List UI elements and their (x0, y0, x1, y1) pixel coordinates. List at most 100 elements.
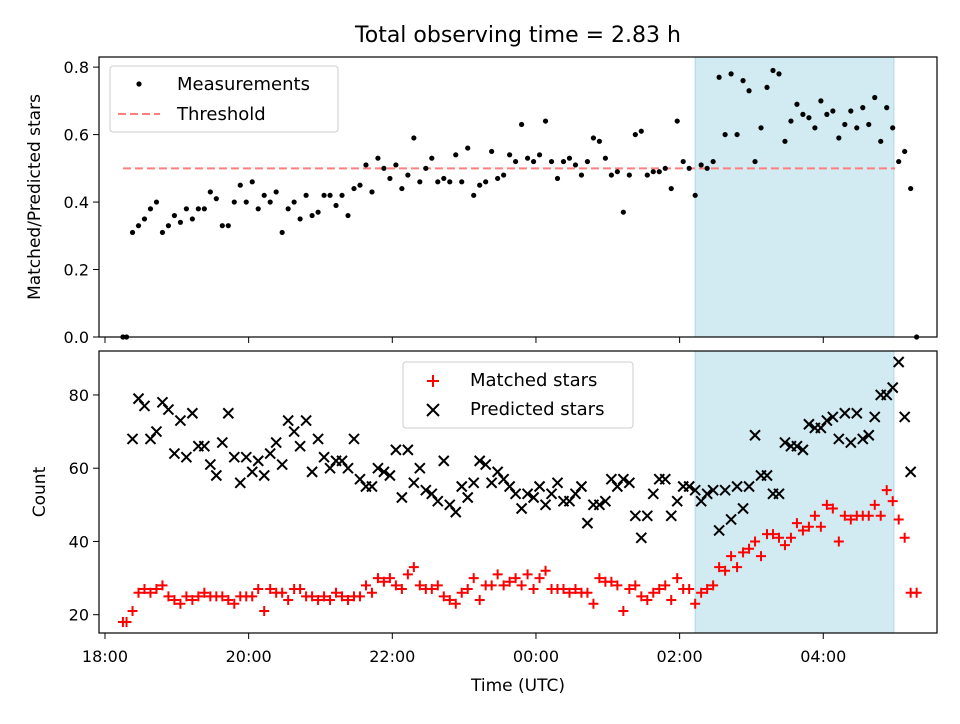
measurements-panel: Total observing time = 2.83 h 0.0 0.2 0.4 0… (25, 23, 938, 347)
measurement-point (417, 179, 423, 185)
matched-stars-point (732, 562, 743, 573)
predicted-stars-point (779, 436, 791, 449)
matched-stars-point (121, 617, 132, 628)
predicted-stars-point (707, 484, 719, 496)
measurement-point (578, 172, 585, 178)
matched-stars-point (223, 595, 234, 606)
predicted-stars-point (378, 466, 390, 478)
matched-stars-point (654, 584, 665, 595)
measurement-point (644, 172, 650, 178)
matched-stars-point (169, 595, 180, 606)
predicted-stars-point (593, 499, 606, 511)
matched-stars-point (414, 580, 425, 591)
matched-stars-point (133, 587, 144, 598)
matched-stars-point (492, 569, 503, 580)
measurement-point (752, 158, 758, 165)
predicted-stars-point (312, 433, 324, 445)
top-y-axis-label: Matched/Predicted stars (25, 94, 45, 300)
measurement-point (273, 189, 279, 195)
measurement-point (477, 182, 483, 188)
matched-stars-point (432, 580, 443, 591)
matched-stars-point (337, 591, 348, 602)
bottom-y-tick-label: 60 (69, 459, 89, 478)
matched-stars-point (444, 595, 455, 606)
matched-stars-point (295, 584, 306, 595)
measurement-point (680, 158, 686, 165)
predicted-stars-point (689, 484, 701, 496)
matched-stars-point (827, 503, 838, 514)
measurement-point (818, 98, 824, 104)
measurement-point (794, 101, 800, 107)
predicted-stars-point (581, 517, 594, 529)
bottom-legend: Matched stars Predicted stars (402, 361, 634, 429)
top-y-tick-label: 0.6 (64, 126, 89, 145)
measurement-point (788, 118, 794, 124)
measurement-point (279, 229, 285, 236)
measurement-point (836, 135, 842, 141)
matched-stars-point (630, 580, 641, 591)
predicted-stars-point (904, 466, 917, 478)
predicted-stars-point (743, 480, 755, 493)
matched-stars-point (887, 496, 898, 507)
predicted-stars-point (126, 433, 139, 445)
x-tick-label: 00:00 (513, 647, 559, 666)
measurement-point (554, 175, 561, 182)
matched-stars-point (648, 587, 659, 598)
predicted-stars-point (222, 407, 234, 419)
matched-stars-point (809, 510, 820, 521)
measurement-point (237, 182, 243, 188)
measurement-point (590, 135, 597, 141)
measurement-point (375, 155, 381, 161)
predicted-stars-point (761, 469, 773, 482)
predicted-stars-point (892, 356, 905, 368)
predicted-stars-point (659, 473, 671, 485)
predicted-stars-point (306, 466, 318, 478)
matched-stars-point (773, 532, 784, 543)
bottom-y-tick-label: 20 (69, 606, 89, 625)
measurement-point (135, 223, 142, 229)
predicted-stars-point (216, 436, 229, 449)
matched-stars-point (570, 584, 581, 595)
measurement-point (219, 223, 225, 229)
matched-stars-point (474, 595, 485, 606)
matched-stars-point (660, 580, 671, 591)
predicted-stars-point (641, 510, 653, 522)
measurement-point (614, 169, 620, 175)
predicted-stars-point (725, 513, 737, 526)
predicted-legend-label: Predicted stars (470, 399, 604, 420)
matched-stars-point (750, 536, 761, 547)
matched-stars-point (402, 569, 413, 580)
predicted-stars-point (258, 469, 270, 482)
matched-stars-point (277, 587, 288, 598)
matched-stars-point (331, 587, 342, 598)
predicted-stars-point (450, 506, 462, 518)
measurement-point (501, 172, 507, 178)
measurement-point (507, 152, 513, 158)
predicted-stars-point (749, 429, 761, 441)
measurement-point (255, 206, 261, 212)
matched-stars-point (767, 529, 778, 540)
matched-stars-point (636, 591, 647, 602)
top-y-tick-label: 0.8 (64, 58, 89, 77)
matched-stars-point (582, 587, 593, 598)
predicted-stars-point (402, 444, 414, 456)
predicted-stars-point (719, 484, 731, 496)
top-plot-frame (98, 56, 938, 338)
measurement-point (495, 175, 501, 182)
measurement-point (530, 158, 537, 165)
matched-stars-point (354, 591, 365, 602)
matched-stars-point (642, 595, 653, 606)
matched-stars-point (696, 587, 707, 598)
matched-stars-point (845, 514, 856, 525)
top-y-tick-label: 0.0 (64, 328, 89, 347)
predicted-stars-point (168, 447, 181, 460)
measurement-point (147, 206, 154, 212)
bottom-y-tick-label: 80 (69, 386, 89, 405)
predicted-stars-point (252, 455, 264, 467)
matched-stars-point (307, 591, 318, 602)
measurement-point (345, 212, 351, 219)
measurement-point (171, 212, 178, 219)
x-tick-label: 02:00 (657, 647, 703, 666)
measurement-point (692, 192, 698, 198)
measurement-point (626, 172, 632, 178)
